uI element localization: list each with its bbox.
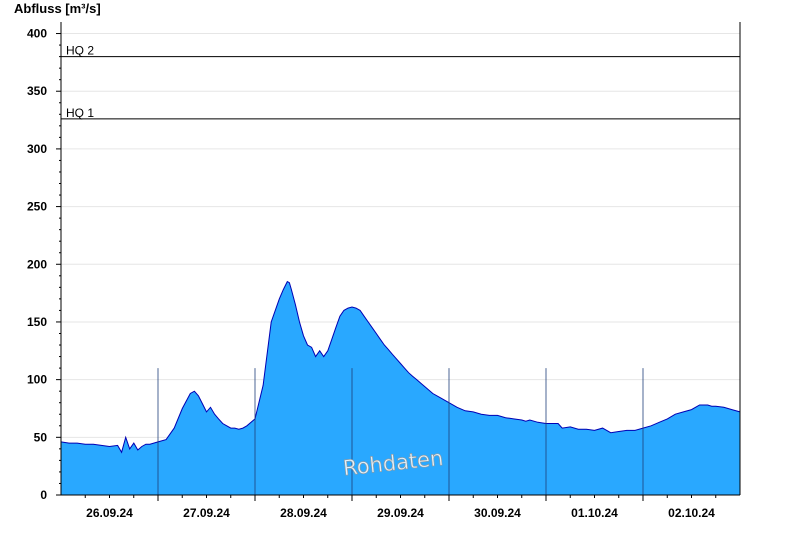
y-tick-label: 100 bbox=[27, 373, 47, 387]
x-tick-label: 02.10.24 bbox=[668, 506, 715, 520]
day-separators bbox=[157, 368, 644, 495]
y-ticks: 0 50 100 150 200 250 300 350 400 bbox=[27, 27, 61, 502]
reference-label-hq1: HQ 1 bbox=[66, 106, 94, 120]
y-tick-label: 400 bbox=[27, 27, 47, 41]
y-tick-label: 300 bbox=[27, 142, 47, 156]
y-tick-label: 150 bbox=[27, 315, 47, 329]
discharge-area bbox=[61, 281, 740, 495]
y-tick-label: 250 bbox=[27, 200, 47, 214]
y-tick-label: 50 bbox=[34, 430, 48, 444]
x-tick-label: 29.09.24 bbox=[377, 506, 424, 520]
y-axis-label: Abfluss [m³/s] bbox=[14, 1, 101, 16]
x-tick-label: 26.09.24 bbox=[86, 506, 133, 520]
x-tick-label: 28.09.24 bbox=[280, 506, 327, 520]
reference-label-hq2: HQ 2 bbox=[66, 44, 94, 58]
x-ticks: 26.09.24 27.09.24 28.09.24 29.09.24 30.09.24… bbox=[84, 495, 717, 520]
x-tick-label: 01.10.24 bbox=[571, 506, 618, 520]
x-tick-label: 27.09.24 bbox=[183, 506, 230, 520]
discharge-line bbox=[60, 280, 741, 454]
y-tick-label: 0 bbox=[40, 488, 47, 502]
y-tick-label: 350 bbox=[27, 84, 47, 98]
reference-lines: HQ 1 HQ 2 bbox=[61, 44, 740, 120]
y-tick-label: 200 bbox=[27, 257, 47, 271]
x-tick-label: 30.09.24 bbox=[474, 506, 521, 520]
